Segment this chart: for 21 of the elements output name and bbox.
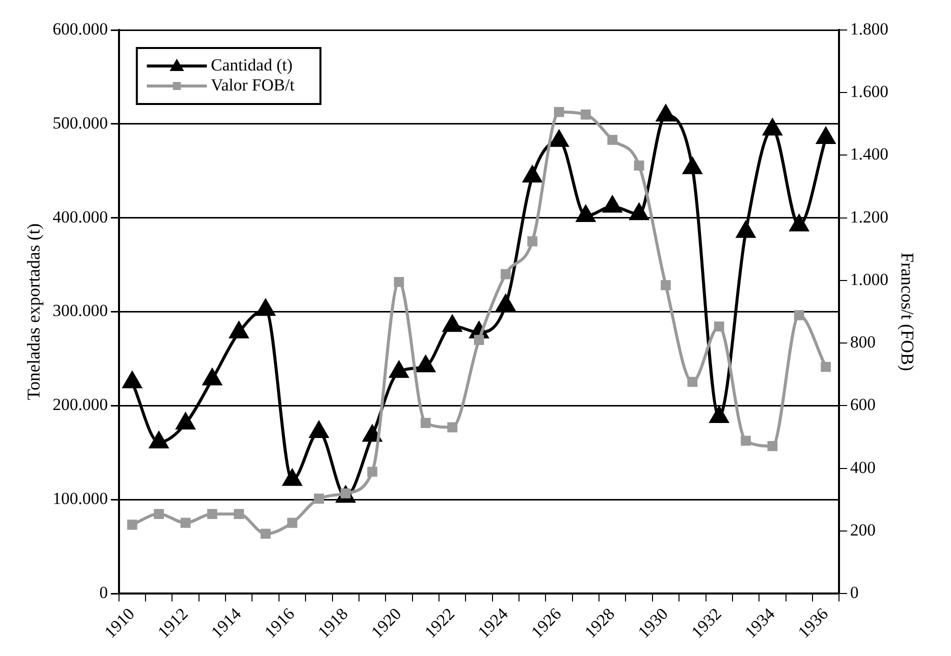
y2-tick-label: 0 [850,583,859,602]
y-tick-label: 200.000 [52,395,108,414]
y2-tick-label: 1.600 [850,82,888,102]
y2-tick-label: 800 [850,332,876,352]
y2-tick-label: 400 [850,458,876,477]
y-tick-label: 600.000 [52,19,108,38]
y2-axis-title: Francos/t (FOB) [897,252,918,372]
y-tick-label: 500.000 [52,113,108,132]
y2-tick-label: 200 [850,520,876,540]
y2-tick-label: 1.400 [850,144,888,164]
y-axis-title: Toneladas exportadas (t) [24,223,44,400]
legend-label: Valor FOB/t [210,75,295,94]
y-tick-label: 100.000 [52,489,108,508]
y2-tick-label: 1.000 [850,270,888,289]
y2-tick-label: 1.800 [850,19,888,38]
y2-tick-label: 600 [850,395,876,414]
y2-tick-label: 1.200 [850,207,888,226]
legend-label: Cantidad (t) [210,55,293,74]
y-tick-label: 300.000 [52,301,108,320]
y-tick-label: 400.000 [52,207,108,226]
y-tick-label: 0 [99,583,108,602]
